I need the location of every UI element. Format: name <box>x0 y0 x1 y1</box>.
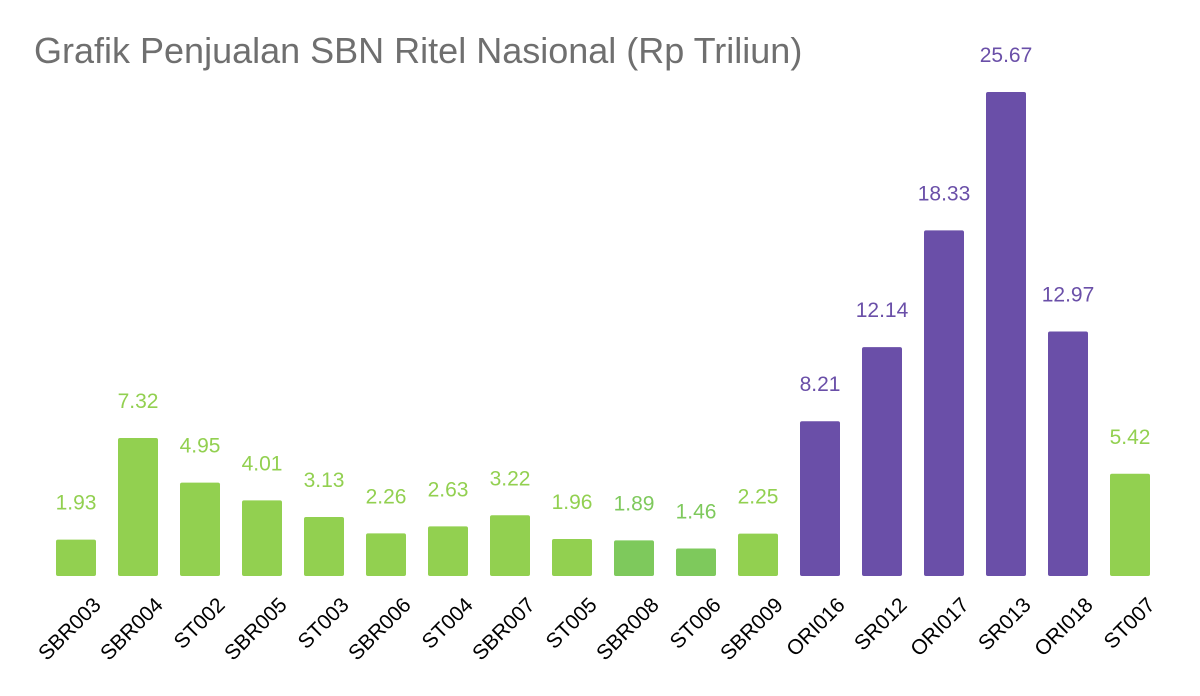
tick-label-sbr006: SBR006 <box>344 593 416 665</box>
value-label-st004: 2.63 <box>428 478 469 501</box>
bar-st002 <box>180 482 220 576</box>
value-labels-layer: 1.93 7.32 4.95 4.01 3.13 2.26 2.63 3.22 1.96 1.89… <box>56 44 1151 523</box>
bar-sbr009 <box>738 533 778 576</box>
bar-sbr005 <box>242 500 282 576</box>
value-label-st006: 1.46 <box>676 500 717 523</box>
tick-label-sbr003: SBR003 <box>34 593 106 665</box>
value-label-st005: 1.96 <box>552 491 593 514</box>
tick-label-sbr007: SBR007 <box>468 593 540 665</box>
bar-st003 <box>304 516 344 576</box>
tick-label-sr013: SR013 <box>974 593 1036 655</box>
bar-ori016 <box>800 421 840 576</box>
bar-sbr004 <box>118 437 158 576</box>
value-label-st003: 3.13 <box>304 469 345 492</box>
tick-label-ori016: ORI016 <box>782 593 849 660</box>
tick-label-st005: ST005 <box>542 593 602 653</box>
value-label-ori016: 8.21 <box>800 373 841 396</box>
bar-sbr007 <box>490 515 530 576</box>
value-label-st007: 5.42 <box>1110 426 1151 449</box>
bar-st007 <box>1110 473 1150 576</box>
bar-sbr006 <box>366 533 406 576</box>
value-label-st002: 4.95 <box>180 435 221 458</box>
tick-label-ori018: ORI018 <box>1030 593 1097 660</box>
bar-st005 <box>552 539 592 576</box>
tick-label-st004: ST004 <box>418 593 478 653</box>
value-label-sr012: 12.14 <box>856 299 909 322</box>
value-label-sbr003: 1.93 <box>56 492 97 515</box>
bar-sbr008 <box>614 540 654 576</box>
tick-label-sbr004: SBR004 <box>96 593 168 665</box>
bar-sr013 <box>986 92 1026 576</box>
value-label-sbr007: 3.22 <box>490 467 531 490</box>
bar-ori017 <box>924 230 964 577</box>
bar-ori018 <box>1048 331 1088 576</box>
tick-label-sr012: SR012 <box>850 593 912 655</box>
chart-title: Grafik Penjualan SBN Ritel Nasional (Rp … <box>34 30 803 71</box>
tick-label-ori017: ORI017 <box>906 593 973 660</box>
value-label-sr013: 25.67 <box>980 44 1033 67</box>
bar-st004 <box>428 526 468 576</box>
tick-label-st007: ST007 <box>1100 593 1160 653</box>
tick-label-sbr009: SBR009 <box>716 593 788 665</box>
tick-label-st002: ST002 <box>170 593 230 653</box>
tick-label-st006: ST006 <box>666 593 726 653</box>
bar-sbr003 <box>56 539 96 576</box>
value-label-ori017: 18.33 <box>918 182 971 205</box>
bars-layer <box>56 92 1150 577</box>
tick-label-sbr005: SBR005 <box>220 593 292 665</box>
value-label-sbr009: 2.25 <box>738 486 779 509</box>
value-label-sbr004: 7.32 <box>118 390 159 413</box>
value-label-sbr008: 1.89 <box>614 492 655 515</box>
value-label-sbr006: 2.26 <box>366 485 407 508</box>
bar-st006 <box>676 548 716 576</box>
tick-label-sbr008: SBR008 <box>592 593 664 665</box>
bar-sr012 <box>862 347 902 576</box>
value-label-ori018: 12.97 <box>1042 283 1095 306</box>
tick-label-st003: ST003 <box>294 593 354 653</box>
value-label-sbr005: 4.01 <box>242 452 283 475</box>
